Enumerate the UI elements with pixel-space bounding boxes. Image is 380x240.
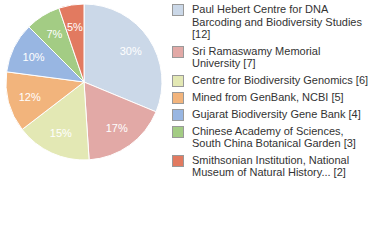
html-text:Centre for Biodiversity Genomi: Centre for Biodiversity Genomics [6] [192, 73, 369, 86]
html-text:Smithsonian Institution, Natio: Smithsonian Institution, National Museum… [192, 153, 350, 178]
svg-text:12%: 12% [19, 91, 41, 103]
html-text:Mined from GenBank, NCBI [5]: Mined from GenBank, NCBI [5] [192, 90, 344, 103]
html-text:Sri Ramaswamy Memorial Univers: Sri Ramaswamy Memorial University [7] [192, 44, 321, 69]
svg-text:7%: 7% [46, 28, 62, 40]
svg-text:17%: 17% [106, 122, 128, 134]
svg-text:30%: 30% [120, 45, 142, 57]
svg-text:5%: 5% [67, 21, 83, 33]
html-text:Paul Hebert Centre for DNA Bar: Paul Hebert Centre for DNA Barcoding and… [192, 3, 362, 40]
html-text:Chinese Academy of Sciences, S: Chinese Academy of Sciences, South China… [192, 124, 356, 149]
html-text:Gujarat Biodiversity Gene Bank: Gujarat Biodiversity Gene Bank [4] [192, 107, 361, 120]
svg-text:10%: 10% [23, 51, 45, 63]
svg-text:15%: 15% [50, 127, 72, 139]
